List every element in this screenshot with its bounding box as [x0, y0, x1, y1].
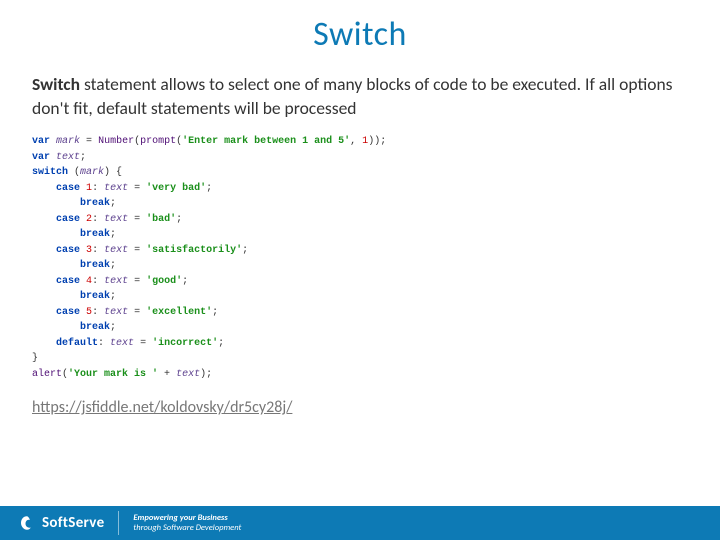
kw-break: break: [80, 198, 110, 209]
kw-case: case: [56, 183, 80, 194]
str: 'bad': [146, 214, 176, 225]
kw-var: var: [32, 136, 50, 147]
brand-logo-icon: [18, 514, 36, 532]
id-text: text: [104, 183, 128, 194]
id-mark: mark: [80, 167, 104, 178]
footer-tagline: Empowering your Business through Softwar…: [133, 513, 241, 533]
num: 4: [86, 276, 92, 287]
description-rest: statement allows to select one of many b…: [32, 73, 673, 119]
str: 'excellent': [146, 307, 212, 318]
num-default: 1: [362, 136, 368, 147]
fn-alert: alert: [32, 369, 62, 380]
code-block: var mark = Number(prompt('Enter mark bet…: [32, 134, 688, 382]
kw-case: case: [56, 245, 80, 256]
tagline-line-1: Empowering your Business: [133, 513, 241, 523]
id-mark: mark: [56, 136, 80, 147]
description-bold: Switch: [32, 73, 80, 95]
num: 1: [86, 183, 92, 194]
id-text: text: [56, 152, 80, 163]
kw-switch: switch: [32, 167, 68, 178]
str-prompt: 'Enter mark between 1 and 5': [182, 136, 350, 147]
tagline-line-2: through Software Development: [133, 523, 241, 533]
str: 'incorrect': [152, 338, 218, 349]
num: 2: [86, 214, 92, 225]
jsfiddle-link[interactable]: https://jsfiddle.net/koldovsky/dr5cy28j/: [32, 398, 292, 417]
str: 'Your mark is ': [68, 369, 158, 380]
kw-break: break: [80, 322, 110, 333]
brand-name: SoftServe: [42, 514, 104, 532]
str: 'good': [146, 276, 182, 287]
kw-var: var: [32, 152, 50, 163]
kw-break: break: [80, 229, 110, 240]
kw-break: break: [80, 260, 110, 271]
id-text: text: [104, 276, 128, 287]
kw-break: break: [80, 291, 110, 302]
num: 5: [86, 307, 92, 318]
id-text: text: [104, 307, 128, 318]
id-text: text: [110, 338, 134, 349]
kw-case: case: [56, 276, 80, 287]
kw-case: case: [56, 214, 80, 225]
id-text: text: [176, 369, 200, 380]
footer-divider: [118, 511, 119, 535]
slide: Switch Switch statement allows to select…: [0, 0, 720, 540]
fn-prompt: prompt: [140, 136, 176, 147]
page-title: Switch: [0, 14, 720, 55]
id-text: text: [104, 245, 128, 256]
id-text: text: [104, 214, 128, 225]
description: Switch statement allows to select one of…: [32, 73, 688, 120]
str: 'satisfactorily': [146, 245, 242, 256]
fn-number: Number: [98, 136, 134, 147]
str: 'very bad': [146, 183, 206, 194]
kw-case: case: [56, 307, 80, 318]
footer-bar: SoftServe Empowering your Business throu…: [0, 506, 720, 540]
content-area: Switch statement allows to select one of…: [0, 73, 720, 540]
kw-default: default: [56, 338, 98, 349]
num: 3: [86, 245, 92, 256]
